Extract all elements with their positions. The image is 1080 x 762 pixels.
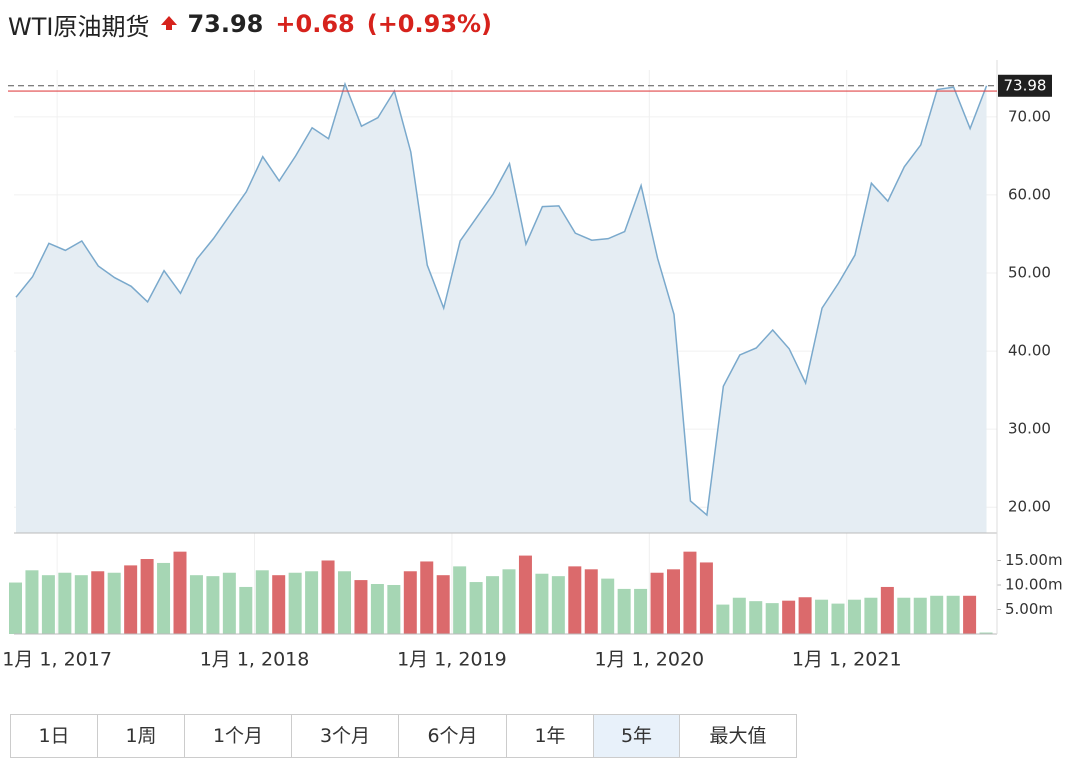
- volume-bar: [831, 603, 845, 634]
- volume-bar: [765, 603, 779, 634]
- volume-bar: [551, 576, 565, 634]
- volume-bar: [667, 569, 680, 634]
- volume-bar: [946, 595, 960, 634]
- x-tick-label: 1月 1, 2017: [2, 649, 112, 671]
- volume-bar: [518, 555, 532, 634]
- volume-bar: [749, 601, 763, 634]
- range-button[interactable]: 5年: [593, 715, 679, 757]
- last-price-label: 73.98: [1004, 76, 1047, 94]
- volume-bar: [206, 576, 220, 634]
- volume-bar: [897, 597, 911, 634]
- price-line: [15, 81, 988, 517]
- x-tick-label: 1月 1, 2020: [594, 649, 704, 671]
- volume-bar: [403, 571, 417, 634]
- y-tick-label: 60.00: [1008, 185, 1051, 203]
- volume-bar: [436, 575, 450, 634]
- volume-bar: [189, 575, 203, 634]
- volume-bar: [387, 584, 401, 634]
- range-button[interactable]: 6个月: [398, 715, 506, 757]
- y-tick-label: 20.00: [1008, 498, 1051, 516]
- range-button[interactable]: 最大值: [679, 715, 796, 757]
- volume-bar: [321, 560, 335, 634]
- change-pct: (+0.93%): [366, 10, 493, 38]
- volume-bar: [354, 580, 368, 634]
- volume-bar: [535, 573, 549, 634]
- volume-bar: [420, 561, 434, 634]
- up-arrow: [161, 15, 178, 30]
- volume-bar: [601, 578, 615, 634]
- x-tick-label: 1月 1, 2021: [792, 649, 902, 671]
- y-tick-label: 40.00: [1008, 342, 1051, 360]
- volume-bar: [650, 572, 664, 634]
- x-tick-label: 1月 1, 2018: [200, 649, 310, 671]
- volume-bar: [107, 572, 121, 634]
- volume-bar: [255, 570, 269, 634]
- volume-bar: [979, 632, 993, 634]
- volume-bar: [930, 595, 944, 634]
- volume-bar: [963, 595, 977, 634]
- volume-bar: [880, 586, 894, 634]
- header: WTI原油期货 73.98 +0.68 (+0.93%): [8, 4, 492, 44]
- volume-bar: [469, 582, 483, 634]
- y-tick-label: 30.00: [1008, 420, 1051, 438]
- range-button[interactable]: 3个月: [291, 715, 398, 757]
- volume-bar: [157, 562, 171, 634]
- y-tick-label: 10.00m: [1005, 575, 1063, 593]
- volume-bar: [272, 575, 286, 634]
- volume-bar: [634, 588, 648, 634]
- volume-bar: [502, 569, 516, 634]
- volume-bar: [91, 571, 105, 634]
- change: +0.68: [275, 10, 355, 38]
- volume-bar: [453, 566, 467, 634]
- price: 73.98: [187, 10, 264, 38]
- volume-bar: [222, 572, 236, 634]
- chart: 20.00 30.00 40.00 50.00 60.00 70.00 5.00m 10.00…: [2, 60, 1063, 671]
- volume-bar: [617, 588, 631, 634]
- volume-bar: [732, 597, 746, 634]
- volume-bar: [815, 599, 829, 634]
- volume-bar: [338, 571, 351, 634]
- volume-bar: [140, 559, 154, 634]
- volume-bar: [370, 584, 384, 634]
- volume-bar: [74, 575, 88, 634]
- range-button[interactable]: 1年: [506, 715, 593, 757]
- volume-bar: [124, 565, 138, 634]
- volume-bar: [239, 586, 253, 634]
- volume-bar: [9, 582, 22, 634]
- volume-bar: [913, 597, 927, 634]
- area: [16, 84, 987, 534]
- y-tick-label: 5.00m: [1005, 600, 1053, 618]
- x-tick-label: 1月 1, 2019: [397, 649, 507, 671]
- last-price-box: [998, 74, 1052, 97]
- volume-bar: [288, 572, 302, 634]
- y-tick-label: 70.00: [1008, 107, 1051, 125]
- volume-bar: [716, 604, 730, 634]
- volume-bar: [58, 572, 72, 634]
- volume-bar: [782, 600, 796, 634]
- volume-bar: [41, 575, 55, 634]
- volume-bar: [568, 566, 582, 634]
- volume-bar: [305, 571, 319, 634]
- range-button[interactable]: 1日: [38, 725, 70, 747]
- y-tick-label: 15.00m: [1005, 551, 1063, 569]
- y-tick-label: 50.00: [1008, 264, 1051, 282]
- range-button[interactable]: 1周: [97, 715, 184, 757]
- volume-bar: [486, 576, 500, 634]
- title: WTI原油期货: [8, 12, 150, 41]
- volume-bar: [864, 597, 878, 634]
- volume-bar: [584, 569, 598, 634]
- volume-bar: [683, 551, 697, 634]
- volume-bar: [25, 570, 39, 634]
- range-buttons: 1日 1周 1个月 3个月 6个月 1年 5年 最大值: [10, 714, 797, 758]
- volume-bar: [847, 599, 861, 634]
- range-button[interactable]: 1个月: [184, 715, 291, 757]
- volume-bar: [173, 551, 187, 634]
- volume-bar: [798, 597, 812, 634]
- volume-bar: [699, 562, 713, 634]
